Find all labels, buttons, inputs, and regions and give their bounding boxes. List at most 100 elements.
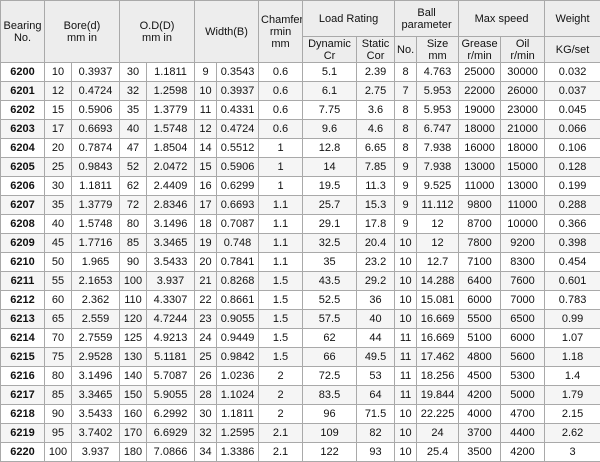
cell-ball-no: 9 — [395, 177, 417, 196]
cell-bore-mm: 60 — [45, 291, 72, 310]
cell-od-mm: 72 — [120, 196, 147, 215]
cell-od-mm: 80 — [120, 215, 147, 234]
cell-width-in: 0.9449 — [217, 329, 259, 348]
cell-bore-mm: 45 — [45, 234, 72, 253]
cell-weight: 0.454 — [545, 253, 600, 272]
cell-od-mm: 52 — [120, 158, 147, 177]
cell-od-in: 3.3465 — [147, 234, 195, 253]
cell-weight: 1.79 — [545, 386, 600, 405]
cell-static-cor: 23.2 — [357, 253, 395, 272]
cell-weight: 0.106 — [545, 139, 600, 158]
cell-weight: 0.037 — [545, 82, 600, 101]
cell-ball-no: 10 — [395, 424, 417, 443]
cell-width-mm: 23 — [195, 310, 217, 329]
cell-od-mm: 100 — [120, 272, 147, 291]
cell-static-cor: 17.8 — [357, 215, 395, 234]
cell-ball-size: 12 — [417, 234, 459, 253]
cell-bore-in: 3.5433 — [72, 405, 120, 424]
cell-oil-speed: 4400 — [501, 424, 545, 443]
cell-width-mm: 11 — [195, 101, 217, 120]
cell-weight: 0.032 — [545, 63, 600, 82]
cell-od-in: 1.8504 — [147, 139, 195, 158]
cell-chamfer: 1 — [259, 177, 303, 196]
cell-dynamic-cr: 52.5 — [303, 291, 357, 310]
cell-width-in: 0.8661 — [217, 291, 259, 310]
cell-static-cor: 15.3 — [357, 196, 395, 215]
cell-grease-speed: 11000 — [459, 177, 501, 196]
cell-od-in: 1.1811 — [147, 63, 195, 82]
cell-oil-speed: 4700 — [501, 405, 545, 424]
cell-ball-size: 16.669 — [417, 310, 459, 329]
cell-ball-size: 19.844 — [417, 386, 459, 405]
cell-ball-no: 10 — [395, 310, 417, 329]
cell-od-in: 6.2992 — [147, 405, 195, 424]
cell-width-mm: 32 — [195, 424, 217, 443]
cell-bore-mm: 100 — [45, 443, 72, 462]
cell-bearing-no: 6206 — [1, 177, 45, 196]
cell-width-mm: 19 — [195, 234, 217, 253]
cell-dynamic-cr: 14 — [303, 158, 357, 177]
cell-grease-speed: 4500 — [459, 367, 501, 386]
cell-width-mm: 30 — [195, 405, 217, 424]
cell-chamfer: 1.1 — [259, 196, 303, 215]
cell-dynamic-cr: 122 — [303, 443, 357, 462]
cell-od-mm: 85 — [120, 234, 147, 253]
cell-width-in: 1.3386 — [217, 443, 259, 462]
cell-ball-size: 18.256 — [417, 367, 459, 386]
header-oil: Oil r/min — [501, 37, 545, 63]
cell-bore-mm: 55 — [45, 272, 72, 291]
cell-od-in: 5.1181 — [147, 348, 195, 367]
cell-bore-in: 2.559 — [72, 310, 120, 329]
cell-chamfer: 1.5 — [259, 348, 303, 367]
cell-ball-no: 8 — [395, 139, 417, 158]
cell-width-mm: 12 — [195, 120, 217, 139]
cell-chamfer: 1.5 — [259, 291, 303, 310]
cell-bore-mm: 17 — [45, 120, 72, 139]
cell-ball-size: 12 — [417, 215, 459, 234]
cell-static-cor: 20.4 — [357, 234, 395, 253]
cell-width-in: 0.3937 — [217, 82, 259, 101]
cell-bore-mm: 12 — [45, 82, 72, 101]
cell-od-mm: 62 — [120, 177, 147, 196]
cell-bearing-no: 6200 — [1, 63, 45, 82]
header-grease: Grease r/min — [459, 37, 501, 63]
cell-chamfer: 2 — [259, 405, 303, 424]
header-weight: Weight — [545, 1, 600, 37]
cell-ball-no: 8 — [395, 101, 417, 120]
cell-static-cor: 82 — [357, 424, 395, 443]
cell-width-mm: 34 — [195, 443, 217, 462]
cell-bearing-no: 6201 — [1, 82, 45, 101]
cell-grease-speed: 9800 — [459, 196, 501, 215]
cell-static-cor: 7.85 — [357, 158, 395, 177]
cell-width-in: 0.8268 — [217, 272, 259, 291]
cell-grease-speed: 19000 — [459, 101, 501, 120]
cell-bearing-no: 6212 — [1, 291, 45, 310]
cell-ball-size: 22.225 — [417, 405, 459, 424]
cell-bore-in: 3.937 — [72, 443, 120, 462]
cell-od-mm: 110 — [120, 291, 147, 310]
cell-static-cor: 40 — [357, 310, 395, 329]
cell-bore-in: 0.7874 — [72, 139, 120, 158]
cell-oil-speed: 5600 — [501, 348, 545, 367]
cell-width-mm: 9 — [195, 63, 217, 82]
cell-bearing-no: 6219 — [1, 424, 45, 443]
cell-dynamic-cr: 19.5 — [303, 177, 357, 196]
cell-oil-speed: 11000 — [501, 196, 545, 215]
cell-od-mm: 180 — [120, 443, 147, 462]
cell-bearing-no: 6208 — [1, 215, 45, 234]
cell-oil-speed: 21000 — [501, 120, 545, 139]
cell-chamfer: 1.1 — [259, 215, 303, 234]
cell-bearing-no: 6213 — [1, 310, 45, 329]
header-bore: Bore(d) mm in — [45, 1, 120, 63]
cell-weight: 0.288 — [545, 196, 600, 215]
cell-width-in: 1.2595 — [217, 424, 259, 443]
cell-width-in: 0.7087 — [217, 215, 259, 234]
cell-bore-in: 2.7559 — [72, 329, 120, 348]
